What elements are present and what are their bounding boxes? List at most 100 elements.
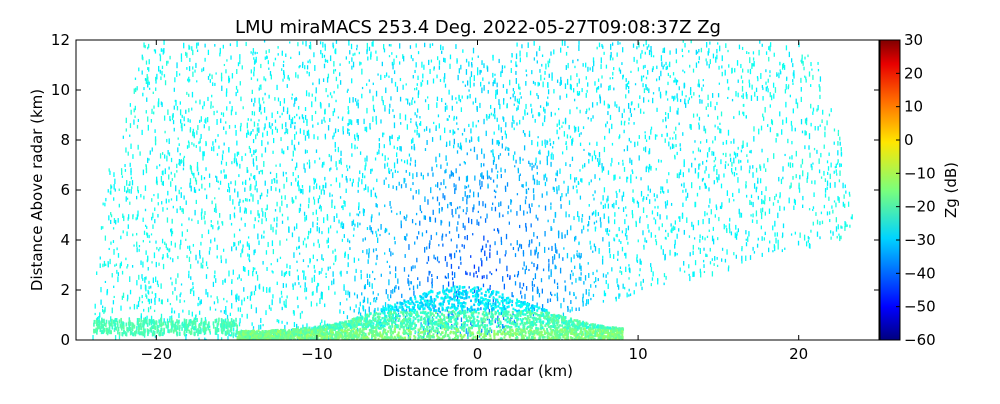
echo-cell — [308, 159, 311, 162]
echo-cell — [578, 320, 581, 323]
echo-cell — [489, 248, 491, 252]
echo-cell — [247, 236, 250, 239]
echo-cell — [418, 132, 420, 138]
echo-cell — [294, 125, 296, 130]
echo-cell — [674, 239, 676, 245]
echo-cell — [228, 78, 230, 84]
echo-cell — [518, 175, 521, 182]
echo-cell — [751, 219, 754, 223]
echo-cell — [692, 224, 695, 231]
echo-cell — [138, 67, 140, 72]
echo-cell — [776, 73, 778, 77]
echo-cell — [558, 185, 560, 191]
echo-cell — [652, 55, 655, 58]
echo-cell — [730, 231, 733, 236]
echo-cell — [274, 126, 277, 130]
echo-cell — [198, 337, 200, 340]
echo-cell — [494, 303, 497, 307]
echo-cell — [284, 325, 286, 331]
echo-cell — [456, 206, 459, 210]
echo-cell — [145, 165, 148, 170]
echo-cell — [536, 179, 538, 186]
echo-cell — [356, 101, 358, 106]
echo-cell — [499, 258, 501, 264]
echo-cell — [241, 313, 243, 318]
echo-cell — [576, 253, 578, 256]
echo-cell — [566, 229, 569, 236]
echo-cell — [229, 195, 231, 201]
echo-cell — [689, 89, 692, 96]
echo-cell — [539, 160, 541, 165]
echo-cell — [538, 82, 540, 86]
echo-cell — [392, 288, 394, 294]
echo-cell — [154, 136, 157, 142]
echo-cell — [777, 239, 779, 244]
echo-cell — [565, 141, 567, 145]
echo-cell — [349, 247, 351, 250]
echo-cell — [522, 130, 525, 134]
echo-cell — [316, 225, 318, 232]
echo-cell — [699, 149, 701, 153]
echo-cell — [258, 106, 261, 112]
echo-cell — [683, 182, 685, 188]
echo-cell — [452, 130, 455, 134]
echo-cell — [617, 283, 619, 288]
echo-cell — [724, 258, 727, 263]
echo-cell — [388, 108, 391, 114]
echo-cell — [298, 282, 300, 285]
echo-cell — [602, 255, 604, 259]
echo-cell — [359, 211, 361, 214]
echo-cell — [833, 200, 836, 203]
echo-cell — [340, 157, 342, 164]
echo-cell — [555, 172, 557, 176]
echo-cell — [283, 74, 285, 79]
echo-cell — [305, 287, 308, 292]
echo-cell — [573, 216, 575, 221]
echo-cell — [392, 109, 394, 112]
echo-cell — [217, 134, 219, 137]
echo-cell — [662, 119, 664, 123]
echo-cell — [229, 334, 232, 337]
echo-cell — [445, 186, 447, 189]
echo-cell — [459, 206, 461, 209]
echo-cell — [791, 58, 793, 63]
echo-cell — [510, 68, 512, 74]
echo-cell — [459, 146, 461, 149]
echo-cell — [435, 184, 437, 187]
echo-cell — [447, 203, 449, 209]
echo-cell — [268, 67, 270, 70]
echo-cell — [597, 212, 600, 216]
echo-cell — [304, 237, 306, 241]
echo-cell — [282, 78, 284, 82]
echo-cell — [125, 147, 127, 153]
echo-cell — [385, 72, 388, 77]
echo-cell — [748, 169, 751, 174]
echo-cell — [132, 154, 134, 159]
echo-cell — [548, 325, 551, 329]
echo-cell — [158, 262, 160, 266]
echo-cell — [529, 321, 532, 325]
echo-cell — [253, 102, 255, 107]
echo-cell — [828, 211, 831, 215]
echo-cell — [584, 275, 587, 281]
echo-cell — [103, 260, 106, 267]
echo-cell — [804, 145, 806, 150]
echo-cell — [682, 172, 685, 178]
echo-cell — [237, 192, 239, 198]
echo-cell — [287, 76, 289, 80]
echo-cell — [192, 243, 195, 247]
echo-cell — [745, 91, 748, 97]
echo-cell — [720, 128, 722, 134]
echo-cell — [206, 116, 209, 123]
echo-cell — [712, 238, 715, 245]
echo-cell — [505, 233, 508, 240]
echo-cell — [362, 238, 364, 242]
echo-cell — [597, 86, 599, 90]
echo-cell — [598, 151, 601, 158]
echo-cell — [127, 187, 129, 193]
echo-cell — [566, 145, 568, 151]
echo-cell — [704, 128, 707, 134]
echo-cell — [378, 143, 381, 149]
echo-cell — [406, 124, 409, 130]
echo-cell — [612, 71, 614, 76]
